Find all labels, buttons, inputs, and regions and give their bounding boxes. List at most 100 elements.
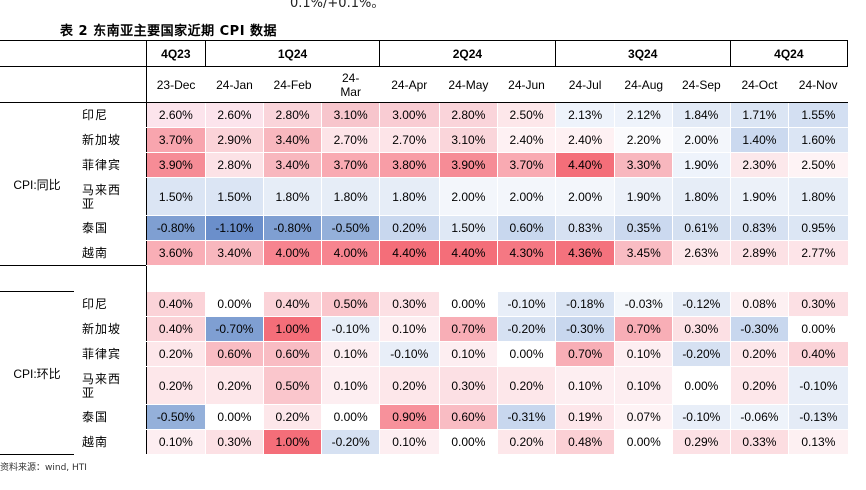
value-cell: 0.30% <box>378 291 440 317</box>
value-cell: -0.03% <box>614 291 673 317</box>
value-cell: 3.40% <box>262 127 322 153</box>
value-cell: 3.40% <box>262 152 322 178</box>
value-cell: 0.10% <box>438 341 498 367</box>
table-title: 表 2 东南亚主要国家近期 CPI 数据 <box>60 24 278 39</box>
value-cell: 0.20% <box>497 366 556 405</box>
country-label: 印尼 <box>82 108 109 123</box>
table-body: CPI:同比 印尼 2.60% 2.60% 2.80% 3.10% 3.00% 2.80% 2.… <box>0 102 848 455</box>
value-cell: 4.40% <box>378 240 440 266</box>
value-cell: 0.35% <box>614 215 673 241</box>
value-cell: -0.20% <box>497 316 556 342</box>
value-cell: 2.80% <box>205 152 264 178</box>
value-cell: 0.95% <box>788 215 848 241</box>
value-cell: 0.60% <box>262 341 322 367</box>
value-cell: 0.00% <box>321 404 380 430</box>
value-cell: 0.20% <box>262 404 322 430</box>
value-cell: 0.40% <box>788 341 848 367</box>
value-cell: 3.30% <box>614 152 673 178</box>
value-cell: 0.20% <box>729 366 789 405</box>
value-cell: 2.00% <box>554 177 615 216</box>
month-header: 23-Dec <box>145 66 206 103</box>
month-header: 24-May <box>439 66 498 103</box>
value-cell: 0.10% <box>321 341 380 367</box>
value-cell: 0.70% <box>614 316 673 342</box>
table-row: 新加坡 3.70% 2.90% 3.40% 2.70% 2.70% 3.10% 2.40% 2.… <box>0 127 848 153</box>
month-header: 24- Mar <box>321 66 380 103</box>
country-label: 马来西 亚 <box>82 182 122 211</box>
value-cell: 0.10% <box>554 366 615 405</box>
value-cell: 2.60% <box>145 102 206 128</box>
value-cell: 3.10% <box>321 102 380 128</box>
value-cell: 0.48% <box>554 429 615 455</box>
section-label: CPI:同比 <box>0 102 75 266</box>
value-cell: 0.20% <box>378 215 440 241</box>
value-cell: 0.60% <box>438 404 498 430</box>
table-row: 泰国 -0.80% -1.10% -0.80% -0.50% 0.20% 1.50% 0.60… <box>0 215 848 241</box>
country-label: 泰国 <box>82 410 109 424</box>
month-header-row: 23-Dec 24-Jan 24-Feb 24- Mar 24-Apr 24-May 24-… <box>0 66 848 103</box>
previous-paragraph-fragment: 0.1%/+0.1%。 <box>290 0 385 11</box>
value-cell: 1.50% <box>145 177 206 216</box>
value-cell: 0.70% <box>554 341 615 367</box>
value-cell: -0.18% <box>554 291 615 317</box>
country-label: 越南 <box>82 435 109 449</box>
value-cell: 1.00% <box>262 429 322 455</box>
value-cell: 1.90% <box>614 177 673 216</box>
value-cell: 0.50% <box>321 291 380 317</box>
month-header: 24-Jun <box>497 66 556 103</box>
value-cell: 2.40% <box>554 127 615 153</box>
quarter-header: 3Q24 <box>554 40 731 67</box>
value-cell: 2.90% <box>205 127 264 153</box>
value-cell: 0.20% <box>205 366 264 405</box>
quarter-header: 4Q23 <box>145 40 207 67</box>
country-label: 新加坡 <box>82 322 122 336</box>
value-cell: -0.20% <box>321 429 380 455</box>
country-label: 菲律宾 <box>82 158 122 172</box>
value-cell: 0.30% <box>205 429 264 455</box>
value-cell: 1.40% <box>729 127 789 153</box>
value-cell: 3.00% <box>378 102 440 128</box>
value-cell: 1.55% <box>788 102 848 128</box>
value-cell: 3.40% <box>205 240 264 266</box>
table-row: 马来西 亚 1.50% 1.50% 1.80% 1.80% 1.80% 2.00% 2.00%… <box>0 177 848 216</box>
value-cell: 1.80% <box>788 177 848 216</box>
value-cell: 0.07% <box>614 404 673 430</box>
value-cell: -0.10% <box>497 291 556 317</box>
quarter-header: 2Q24 <box>378 40 556 67</box>
value-cell: 4.30% <box>497 240 556 266</box>
value-cell: 0.08% <box>729 291 789 317</box>
value-cell: 0.10% <box>614 341 673 367</box>
country-label: 马来西 亚 <box>82 371 122 400</box>
table-row: 菲律宾 0.20% 0.60% 0.60% 0.10% -0.10% 0.10% 0.00% 0… <box>0 341 848 367</box>
value-cell: 0.50% <box>262 366 322 405</box>
value-cell: 0.00% <box>205 404 264 430</box>
value-cell: 2.80% <box>262 102 322 128</box>
value-cell: 2.70% <box>321 127 380 153</box>
value-cell: 2.89% <box>729 240 789 266</box>
value-cell: 0.19% <box>554 404 615 430</box>
value-cell: 2.20% <box>614 127 673 153</box>
quarter-header: 4Q24 <box>729 40 849 67</box>
table-row: CPI:环比 印尼 0.40% 0.00% 0.40% 0.50% 0.30% 0.00% -0… <box>0 291 848 455</box>
value-cell: -0.80% <box>262 215 322 241</box>
value-cell: -0.30% <box>729 316 789 342</box>
value-cell: 1.90% <box>672 152 731 178</box>
month-header: 24-Oct <box>730 66 789 103</box>
value-cell: 3.70% <box>497 152 556 178</box>
value-cell: 2.00% <box>497 177 556 216</box>
value-cell: 1.80% <box>262 177 322 216</box>
value-cell: 3.70% <box>145 127 206 153</box>
value-cell: -0.30% <box>554 316 615 342</box>
value-cell: 1.60% <box>788 127 848 153</box>
value-cell: 0.10% <box>321 366 380 405</box>
value-cell: 1.50% <box>205 177 264 216</box>
country-label: 泰国 <box>82 221 109 235</box>
value-cell: 0.00% <box>497 341 556 367</box>
value-cell: -0.13% <box>788 404 848 430</box>
table-row: 新加坡 0.40% -0.70% 1.00% -0.10% 0.10% 0.70% -0.20… <box>0 316 848 342</box>
value-cell: -0.12% <box>672 291 731 317</box>
header-blank-cell <box>0 66 147 103</box>
value-cell: 2.77% <box>788 240 848 266</box>
section-separator <box>0 265 848 292</box>
value-cell: 2.12% <box>614 102 673 128</box>
